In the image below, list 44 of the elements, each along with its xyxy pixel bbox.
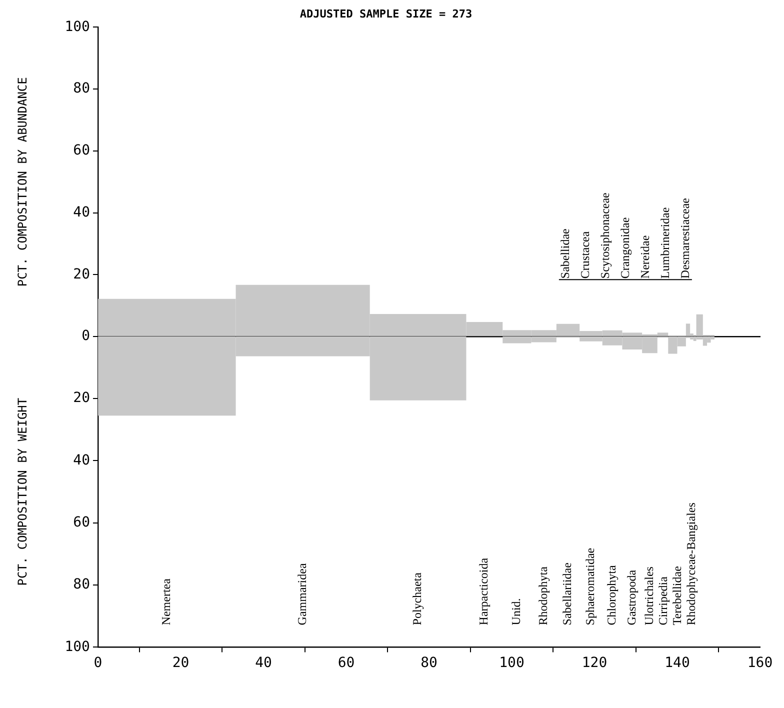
annotation: Gastropoda — [624, 569, 638, 626]
x-tick-label: 100 — [499, 655, 524, 672]
annotation: Terebellidae — [670, 566, 684, 626]
x-tick-label: 60 — [338, 655, 355, 672]
y-tick-label: 40 — [73, 452, 90, 468]
x-tick-label: 0 — [94, 655, 102, 672]
annotation: Rhodophyta — [536, 566, 550, 626]
annotation: Sabellidae — [558, 228, 572, 279]
y-tick-label: 20 — [73, 266, 90, 282]
y-tick-label: 80 — [73, 576, 90, 593]
y-tick-label: 40 — [73, 204, 90, 220]
annotation: Nemertea — [159, 578, 174, 626]
annotation: Sabellariidae — [560, 562, 574, 626]
x-tick-label: 140 — [664, 655, 690, 672]
chart-title: ADJUSTED SAMPLE SIZE = 273 — [300, 7, 472, 20]
y-tick-label: 20 — [73, 390, 90, 406]
annotation: Nereidae — [638, 235, 652, 279]
x-tick-label: 40 — [255, 655, 272, 672]
x-tick-label: 20 — [172, 655, 190, 672]
x-tick-label: 120 — [582, 655, 608, 672]
y-tick-label: 60 — [73, 142, 90, 159]
annotation: Harpacticoida — [476, 557, 491, 626]
annotation: Lumbrineridae — [658, 207, 672, 279]
annotation: Crangonidae — [618, 217, 632, 279]
annotation: Gammaridea — [294, 562, 309, 626]
annotation: Chlorophyta — [604, 564, 618, 626]
annotation: Cirripedia — [656, 576, 670, 626]
annotation: Ulotrichales — [642, 566, 656, 626]
y-axis-title: PCT. COMPOSITION BY ABUNDANCE — [15, 77, 30, 287]
y-tick-label: 60 — [73, 514, 90, 531]
annotation: Scytosiphonaceae — [598, 192, 612, 279]
annotation: Crustacea — [578, 230, 592, 279]
x-tick-label: 160 — [747, 655, 773, 672]
y-tick-label: 100 — [64, 18, 90, 35]
y-tick-label: 0 — [82, 328, 90, 344]
annotation: Unid. — [509, 598, 524, 626]
annotation: Desmarestiaceae — [678, 198, 692, 279]
annotation: Sphaeromatidae — [583, 548, 598, 626]
y-axis-title: PCT. COMPOSITION BY WEIGHT — [15, 398, 30, 586]
y-tick-label: 100 — [64, 638, 90, 655]
x-tick-label: 80 — [420, 655, 438, 672]
y-tick-label: 80 — [73, 80, 90, 97]
annotation: Polychaeta — [410, 572, 424, 626]
annotation: Rhodophyceae-Bangiales — [684, 502, 698, 626]
